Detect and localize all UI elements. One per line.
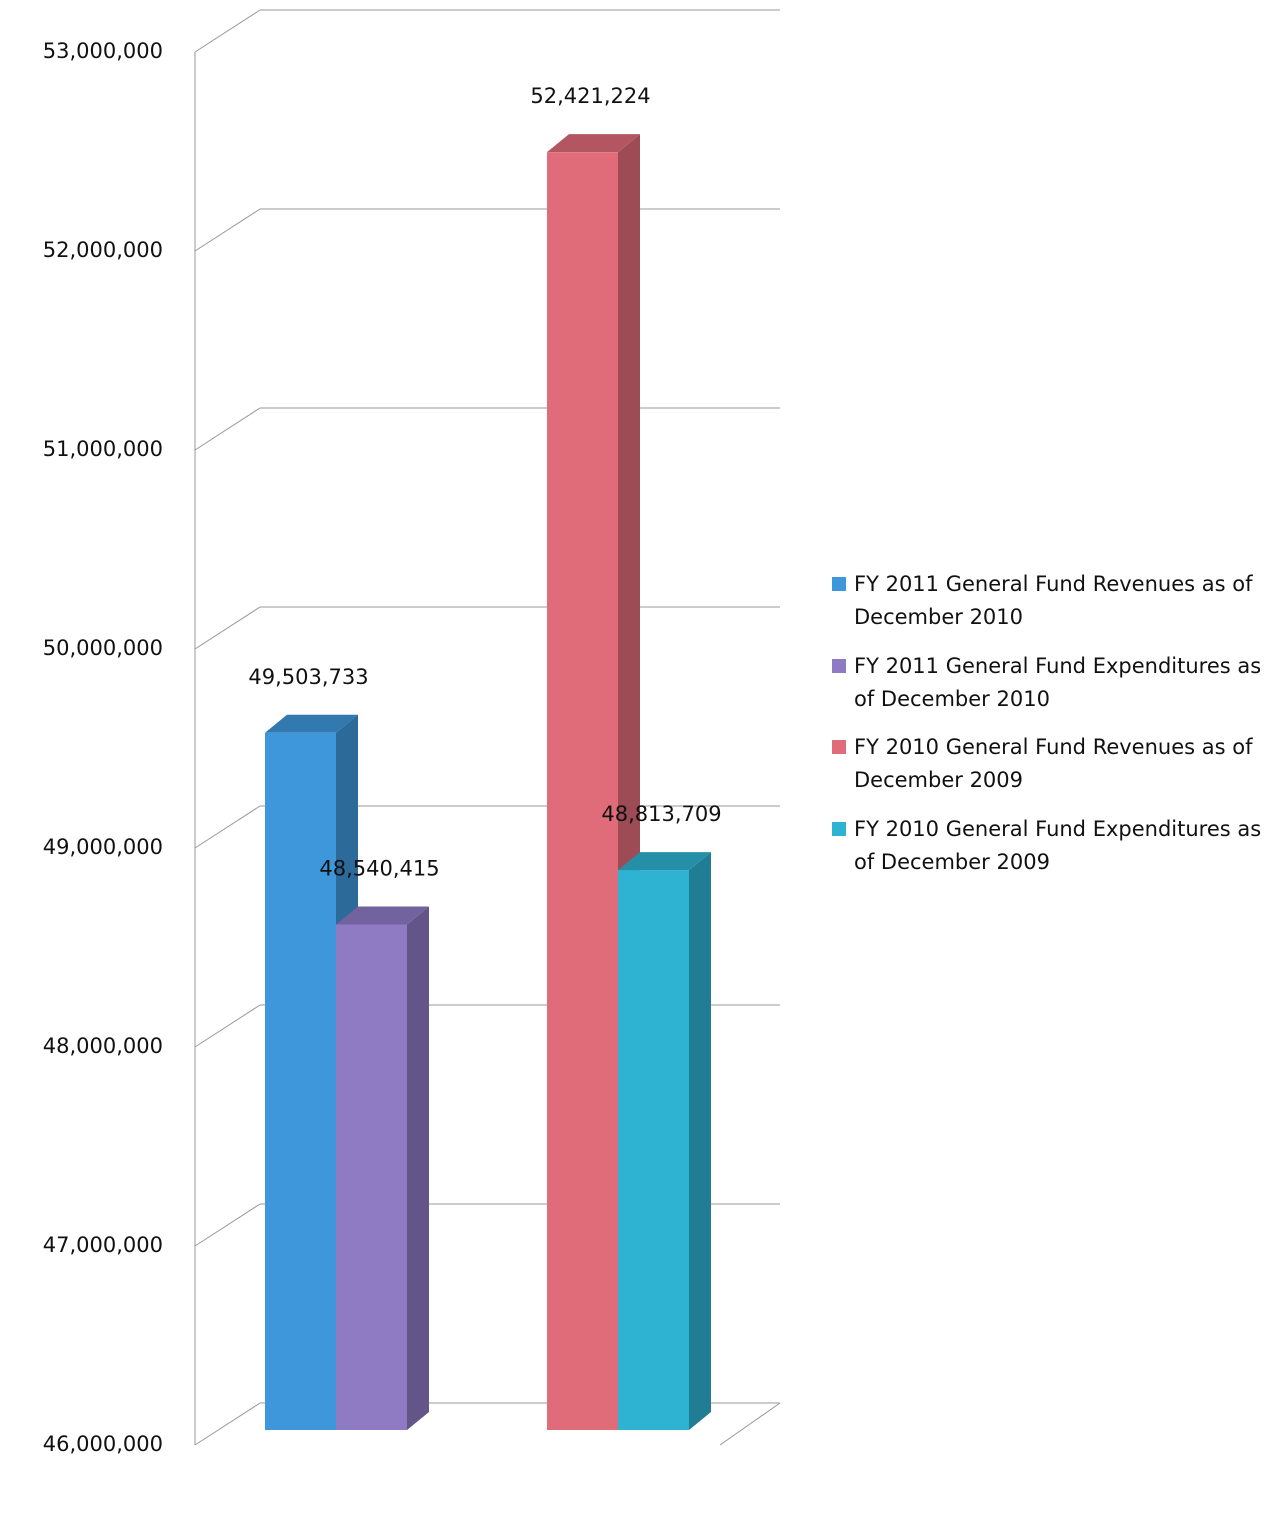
legend-swatch <box>832 658 846 673</box>
y-tick-label: 50,000,000 <box>43 636 163 660</box>
y-tick-label: 52,000,000 <box>43 238 163 262</box>
bar-top <box>547 134 640 153</box>
legend-swatch <box>832 577 846 591</box>
bar-top <box>336 906 429 925</box>
bar-top <box>618 852 711 871</box>
floor-edge <box>719 1402 781 1446</box>
bar <box>265 732 336 1430</box>
legend-item: FY 2010 General Fund Revenues as of Dece… <box>832 731 1270 797</box>
data-label: 48,813,709 <box>601 802 721 826</box>
legend-label: FY 2011 General Fund Expenditures as of … <box>854 653 1262 711</box>
grid-line <box>194 1203 261 1247</box>
y-tick-label: 47,000,000 <box>43 1233 163 1257</box>
bar-side <box>407 906 429 1430</box>
legend-item: FY 2011 General Fund Expenditures as of … <box>832 650 1270 716</box>
data-label: 48,540,415 <box>319 856 439 880</box>
grid-line <box>194 9 261 53</box>
data-label: 49,503,733 <box>248 665 368 689</box>
grid-line <box>194 805 261 849</box>
grid-line <box>194 1402 261 1446</box>
legend-swatch <box>832 821 846 836</box>
bar <box>618 870 689 1430</box>
y-tick-label: 49,000,000 <box>43 835 163 859</box>
grid-line <box>194 208 261 252</box>
bar-side <box>689 852 711 1430</box>
grid-line <box>194 1004 261 1048</box>
legend-item: FY 2011 General Fund Revenues as of Dece… <box>832 568 1270 634</box>
y-tick-label: 53,000,000 <box>43 39 163 63</box>
bar-top <box>265 714 358 733</box>
legend-item: FY 2010 General Fund Expenditures as of … <box>832 813 1270 879</box>
legend-label: FY 2010 General Fund Revenues as of Dece… <box>854 735 1253 792</box>
bar <box>336 924 407 1430</box>
y-tick-label: 46,000,000 <box>43 1432 163 1456</box>
bar <box>547 152 618 1431</box>
legend-swatch <box>832 740 846 754</box>
legend-label: FY 2011 General Fund Revenues as of Dece… <box>854 572 1253 629</box>
legend-label: FY 2010 General Fund Expenditures as of … <box>854 816 1262 874</box>
y-tick-label: 48,000,000 <box>43 1034 163 1058</box>
data-label: 52,421,224 <box>530 84 650 108</box>
grid-line <box>194 606 261 650</box>
y-tick-label: 51,000,000 <box>43 437 163 461</box>
grid-line <box>194 407 261 451</box>
